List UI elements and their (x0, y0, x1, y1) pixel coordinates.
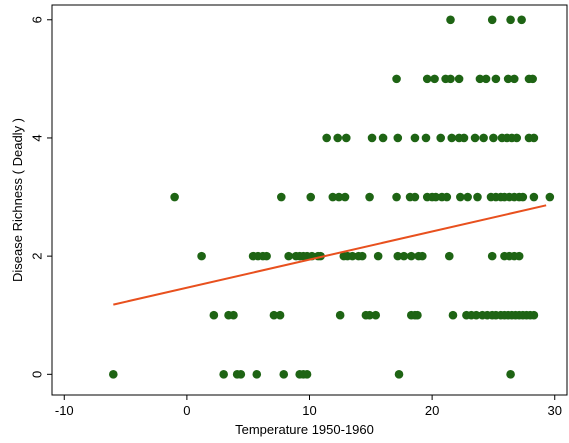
data-point (373, 251, 383, 261)
data-point (503, 74, 513, 84)
data-point (517, 15, 526, 25)
data-point (334, 192, 344, 202)
data-point (506, 15, 515, 25)
data-point (506, 370, 515, 379)
data-point (487, 251, 497, 261)
x-tick-label: 10 (302, 403, 316, 418)
data-point (446, 74, 455, 84)
data-point (328, 192, 338, 202)
data-point (479, 133, 488, 143)
data-point (236, 370, 246, 379)
data-point (406, 251, 416, 261)
data-point (399, 251, 409, 261)
data-point (371, 310, 381, 320)
y-tick-label: 6 (29, 16, 44, 23)
axes-layer: -10 0 10 20 30 0 2 4 6 (29, 4, 568, 418)
data-point (422, 74, 432, 84)
data-point (392, 74, 401, 84)
data-point (340, 192, 350, 202)
data-point (470, 133, 480, 143)
data-point (463, 192, 472, 202)
data-point (333, 133, 343, 143)
data-point (509, 74, 519, 84)
data-point (431, 192, 441, 202)
data-point (518, 192, 528, 202)
data-point (436, 133, 446, 143)
y-tick-label: 4 (29, 134, 44, 141)
data-point (276, 192, 286, 202)
data-point (447, 133, 457, 143)
data-point (365, 310, 374, 320)
data-point (475, 74, 485, 84)
data-point (459, 133, 469, 143)
data-point (448, 310, 458, 320)
points-layer (109, 15, 555, 379)
data-point (514, 251, 524, 261)
data-point (528, 74, 537, 84)
data-point (279, 370, 289, 379)
data-point (410, 133, 420, 143)
data-point (392, 192, 401, 202)
data-point (335, 310, 345, 320)
data-point (393, 133, 403, 143)
x-tick-label: 30 (548, 403, 562, 418)
data-point (529, 133, 539, 143)
data-point (197, 251, 206, 261)
data-point (413, 310, 422, 320)
data-point (341, 133, 351, 143)
data-point (471, 310, 481, 320)
data-point (322, 133, 331, 143)
data-point (481, 74, 491, 84)
data-point (306, 192, 316, 202)
data-point (418, 251, 427, 261)
data-point (444, 251, 454, 261)
data-point (252, 370, 262, 379)
y-tick-label: 0 (29, 371, 44, 378)
data-point (529, 192, 539, 202)
data-point (487, 15, 497, 25)
data-point (262, 251, 271, 261)
data-point (393, 251, 403, 261)
data-point (302, 370, 312, 379)
data-point (365, 192, 374, 202)
data-point (170, 192, 179, 202)
data-point (109, 370, 118, 379)
fit-line (113, 204, 547, 306)
data-point (367, 133, 377, 143)
data-point (473, 192, 482, 202)
x-tick-label: 20 (425, 403, 439, 418)
data-point (491, 74, 501, 84)
data-point (269, 310, 279, 320)
data-point (275, 310, 285, 320)
x-tick-label: -10 (55, 403, 74, 418)
data-point (430, 74, 439, 84)
data-point (394, 370, 404, 379)
data-point (512, 133, 522, 143)
y-axis-title: Disease Richness ( Deadly ) (10, 118, 25, 282)
data-point (219, 370, 228, 379)
data-point (421, 133, 431, 143)
data-point (454, 74, 464, 84)
data-point (378, 133, 388, 143)
data-point (284, 251, 293, 261)
data-point (410, 192, 420, 202)
data-point (442, 192, 452, 202)
data-point (357, 251, 367, 261)
data-point (456, 192, 465, 202)
y-tick-label: 2 (29, 253, 44, 260)
data-point (489, 133, 498, 143)
x-axis-title: Temperature 1950-1960 (235, 422, 374, 437)
fit-line-layer (113, 204, 547, 306)
data-point (209, 310, 219, 320)
x-tick-label: 0 (183, 403, 190, 418)
data-point (348, 251, 357, 261)
data-point (446, 15, 455, 25)
data-point (545, 192, 555, 202)
data-point (529, 310, 539, 320)
data-point (229, 310, 238, 320)
